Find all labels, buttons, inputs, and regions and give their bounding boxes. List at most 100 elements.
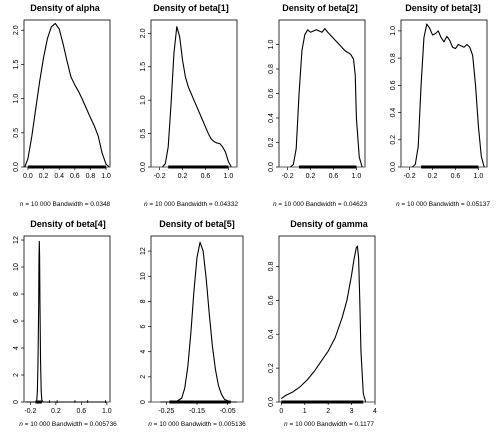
panel-footer: n = 10 000 Bandwidth = 0.05137 [396,201,490,208]
density-panel-2: Density of beta[1] -0.2 0.2 0.6 1.0 0.0 0.5 1.0… [140,3,238,208]
rug-marks [299,165,357,169]
panel-title: Density of beta[3] [405,3,481,13]
x-tick-label: 0 [279,408,283,415]
panel-footer: n = 10 000 Bandwidth = 0.1177 [284,421,374,428]
y-tick-label: 0.8 [268,64,275,74]
n-value: = 10 000 [400,201,429,208]
panel-title: Density of gamma [290,219,369,229]
panel-title: Density of beta[2] [282,3,358,13]
n-value: = 10 000 [277,201,306,208]
x-tick-label: 0.6 [329,173,339,180]
density-panel-6: Density of beta[5] -0.25 -0.15 -0.05 0 2 4 6 8 10… [140,219,246,428]
density-panel-4: Density of beta[3] -0.2 0.2 0.6 1.0 0.0 0.2 0.4… [390,3,490,208]
y-tick-label: 0.6 [268,89,275,99]
y-tick-label: 12 [13,236,20,244]
x-tick-label: 1.0 [224,173,234,180]
x-tick-label: 0.0 [23,173,33,180]
x-tick-label: 1.0 [474,173,484,180]
y-tick-label: 1.0 [13,94,20,104]
bandwidth-label: Bandwidth = 0.005136 [181,421,246,428]
bandwidth-label: Bandwidth = 0.005736 [52,421,117,428]
y-tick-label: 0.6 [390,80,397,90]
y-tick-label: 4 [13,346,20,350]
y-tick-label: 0.0 [140,162,147,172]
x-tick-label: 3 [350,408,354,415]
y-tick-label: 8 [13,292,20,296]
n-label: n [20,201,24,208]
y-tick-label: 2.0 [140,28,147,38]
y-tick-label: 8 [140,299,147,303]
density-curve [24,22,110,168]
y-tick-label: 0.6 [268,295,275,305]
y-tick-label: 1.0 [390,26,397,36]
x-tick-label: 1.0 [352,173,362,180]
density-panel-7: Density of gamma 0 1 2 3 4 0.0 0.2 0.4 0.6 0.8 n = … [268,219,377,428]
rug-marks [35,400,42,404]
rug-marks [27,165,107,169]
x-tick-label: 0.2 [428,173,438,180]
x-tick-label: 0.2 [39,173,49,180]
density-curve [290,28,363,168]
n-label: n [19,421,23,428]
panel-footer: n = 10 000 Bandwidth = 0.0348 [20,201,111,208]
panel-footer: n = 10 000 Bandwidth = 0.005136 [148,421,246,428]
y-tick-label: 2.0 [13,25,20,35]
n-value: = 10 000 [288,421,317,428]
n-label: n [148,421,152,428]
plot-frame [23,235,111,403]
bandwidth-label: Bandwidth = 0.05137 [429,201,491,208]
y-tick-label: 0.8 [268,262,275,272]
n-label: n [144,201,148,208]
x-tick-label: 0.2 [178,173,188,180]
y-tick-label: 0.0 [268,397,275,407]
panel-footer: n = 10 000 Bandwidth = 0.04623 [273,201,367,208]
bandwidth-label: Bandwidth = 0.04332 [177,201,239,208]
rug-marks [281,400,364,404]
panel-title: Density of beta[1] [153,3,229,13]
y-tick-label: 1.0 [268,40,275,50]
x-tick-label: 0.6 [451,173,461,180]
x-tick-label: 2 [326,408,330,415]
x-tick-label: 1.0 [102,408,112,415]
x-tick-label: -0.25 [158,408,174,415]
x-tick-label: -0.2 [154,173,166,180]
x-tick-label: -0.05 [220,408,236,415]
plot-frame [23,19,111,168]
n-value: = 10 000 [23,201,52,208]
bandwidth-label: Bandwidth = 0.0348 [53,201,111,208]
n-value: = 10 000 [152,421,181,428]
panel-title: Density of beta[4] [30,219,106,229]
y-tick-label: 6 [140,324,147,328]
y-tick-label: 0.5 [13,128,20,138]
y-tick-label: 6 [13,319,20,323]
y-tick-label: 1.5 [13,59,20,69]
y-tick-label: 10 [140,272,147,280]
density-curve [412,23,485,168]
x-tick-label: 1.0 [101,173,111,180]
n-label: n [284,421,288,428]
bandwidth-label: Bandwidth = 0.04623 [306,201,368,208]
plot-frame [150,19,238,168]
density-panel-5: Density of beta[4] -0.2 0.2 0.6 1.0 0 2 4 6 8 10 12… [13,219,117,428]
y-tick-label: 0.0 [13,162,20,172]
panel-title: Density of beta[5] [159,219,235,229]
y-tick-label: 2 [13,373,20,377]
y-tick-label: 0.2 [268,138,275,148]
y-tick-label: 0.2 [268,363,275,373]
y-tick-label: 4 [140,350,147,354]
y-tick-label: 0.0 [268,162,275,172]
bandwidth-label: Bandwidth = 0.1177 [317,421,375,428]
x-tick-label: 0.2 [306,173,316,180]
y-tick-label: 2 [140,375,147,379]
x-tick-label: 4 [373,408,377,415]
x-tick-label: -0.2 [282,173,294,180]
x-tick-label: 0.8 [86,173,96,180]
rug-marks [421,165,479,169]
panel-footer: n = 10 000 Bandwidth = 0.04332 [144,201,238,208]
density-panel-3: Density of beta[2] -0.2 0.2 0.6 1.0 0.0 0.2 0.4… [268,3,367,208]
n-label: n [273,201,277,208]
x-tick-label: 0.2 [51,408,61,415]
density-panel-1: Density of alpha 0.0 0.2 0.4 0.6 0.8 1.0 0.0 0.5… [13,3,111,208]
y-tick-label: 0.4 [390,108,397,118]
